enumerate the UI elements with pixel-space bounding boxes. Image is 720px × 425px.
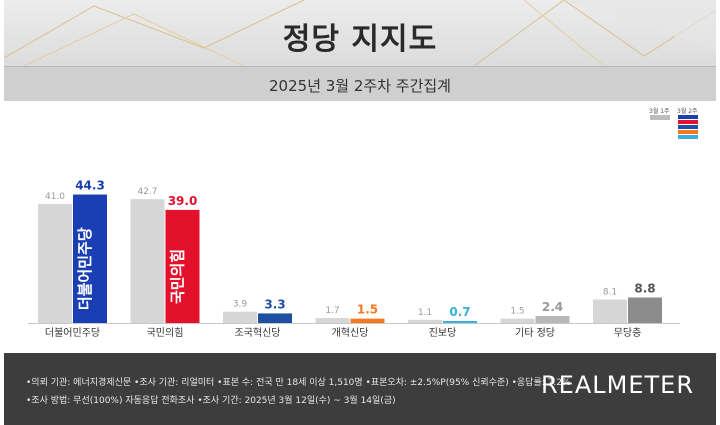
bar-curr <box>628 297 662 323</box>
category-label: 더불어민주당 <box>45 327 100 339</box>
bar-prev <box>408 319 442 323</box>
legend-curr-swatch-part <box>678 135 698 139</box>
bar-prev <box>593 299 627 323</box>
category-label: 개혁신당 <box>332 327 369 339</box>
category-label: 기타 정당 <box>515 327 555 339</box>
value-label-curr: 44.3 <box>75 179 105 193</box>
chart-title: 정당 지지도 <box>282 22 438 57</box>
value-label-prev: 41.0 <box>45 192 65 202</box>
brand-logo: REALMETER <box>541 371 694 399</box>
chart-subtitle: 2025년 3월 2주차 주간집계 <box>269 77 451 95</box>
legend-prev-swatch <box>650 115 670 120</box>
category-label: 조국혁신당 <box>235 327 281 339</box>
bar-curr <box>165 209 200 323</box>
value-label-prev: 1.5 <box>510 307 524 317</box>
legend-prev-label: 3월 1주 <box>649 108 670 115</box>
category-label: 국민의힘 <box>147 327 184 339</box>
bar-curr <box>73 194 107 323</box>
footnote-line-2: •조사 방법: 무선(100%) 자동응답 전화조사 •조사 기간: 2025년… <box>26 396 396 406</box>
bar-curr <box>535 316 570 323</box>
bar-prev <box>38 204 72 323</box>
footnote-line-1: •의뢰 기관: 에너지경제신문 •조사 기관: 리얼미터 •표본 수: 전국 만… <box>26 378 571 388</box>
header-banner: 정당 지지도 <box>4 0 716 66</box>
subtitle-bar: 2025년 3월 2주차 주간집계 <box>4 66 716 101</box>
category-label: 무당층 <box>614 327 642 339</box>
legend-curr-swatch-part <box>678 115 698 119</box>
bar-curr <box>350 318 385 323</box>
value-label-prev: 1.7 <box>325 306 339 316</box>
value-label-prev: 8.1 <box>603 288 617 298</box>
legend-curr-swatch <box>678 115 698 140</box>
legend: 3월 1주 3월 2주 <box>648 106 706 146</box>
bar-prev <box>315 318 350 323</box>
party-logo: 국민의힘 <box>169 249 187 304</box>
legend-curr-label: 3월 2주 <box>677 108 698 115</box>
value-label-prev: 1.1 <box>418 308 432 318</box>
bar-prev <box>130 199 165 323</box>
value-label-curr: 3.3 <box>264 297 285 311</box>
footer: •의뢰 기관: 에너지경제신문 •조사 기관: 리얼미터 •표본 수: 전국 만… <box>4 353 716 425</box>
category-label: 진보당 <box>429 327 457 339</box>
value-label-curr: 1.5 <box>357 303 378 317</box>
legend-curr-swatch-part <box>678 120 698 124</box>
value-label-curr: 0.7 <box>449 305 470 319</box>
legend-curr-swatch-part <box>678 125 698 129</box>
party-logo: 더불어민주당 <box>76 227 94 310</box>
value-label-curr: 2.4 <box>542 300 563 314</box>
bar-curr <box>258 313 292 323</box>
bar-prev <box>223 311 257 323</box>
value-label-prev: 3.9 <box>233 300 248 310</box>
value-label-prev: 42.7 <box>137 187 157 197</box>
decorative-lines <box>4 0 716 66</box>
legend-curr-swatch-part <box>678 130 698 134</box>
value-label-curr: 8.8 <box>634 281 655 295</box>
bar-curr <box>443 320 477 323</box>
value-label-curr: 39.0 <box>168 194 198 208</box>
bar-prev <box>500 318 535 323</box>
